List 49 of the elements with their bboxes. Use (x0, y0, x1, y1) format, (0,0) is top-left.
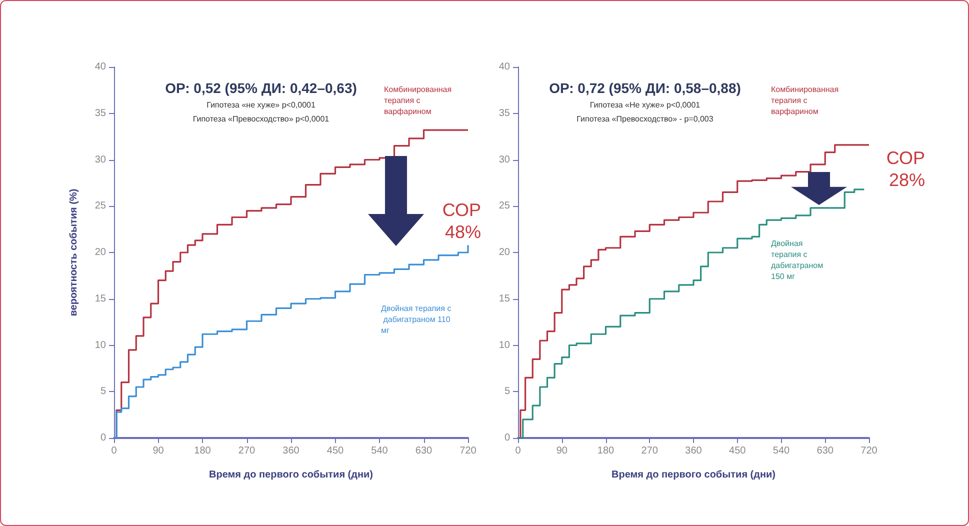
y-tick-label: 15 (498, 293, 510, 304)
x-tick-label: 720 (460, 446, 477, 456)
x-tick-label: 450 (729, 446, 746, 456)
x-tick-label: 90 (152, 446, 164, 456)
x-tick-label: 180 (194, 446, 212, 456)
x-axis-title: Время до первого события (дни) (612, 470, 776, 480)
y-tick-label: 40 (498, 62, 510, 72)
y-tick-label: 0 (100, 432, 106, 444)
x-tick-label: 630 (415, 446, 433, 456)
x-tick-label: 540 (772, 446, 790, 456)
x-tick-label: 540 (371, 446, 388, 456)
y-tick-label: 40 (94, 62, 106, 72)
series-label: Комбинированная терапия с варфарином (384, 85, 454, 116)
x-tick-label: 630 (816, 446, 834, 456)
x-tick-label: 180 (597, 446, 615, 456)
text: Комбинированная терапия с варфарином (771, 85, 841, 116)
x-axis-title: Время до первого события (дни) (209, 470, 373, 480)
annotation: СОР 48% (442, 200, 481, 242)
x-tick-label: 360 (685, 446, 702, 456)
text: ОР: 0,72 (95% ДИ: 0,58–0,88) (549, 80, 741, 96)
text: Двойная терапия с дабигатраном 110 мг (381, 304, 453, 335)
x-tick-label: 720 (860, 446, 878, 456)
text: Гипотеза «не хуже» p<0,0001 Гипотеза «Превосходство» p<0,0001 (192, 100, 330, 124)
text: ОР: 0,52 (95% ДИ: 0,42–0,63) (165, 80, 357, 96)
series-label: Двойная терапия с дабигатраном 150 мг (771, 239, 826, 281)
x-tick-label: 270 (641, 446, 658, 456)
y-tick-label: 30 (94, 154, 106, 166)
text: Гипотеза «Не хуже» p<0,0001 Гипотеза «Превосходство» - p=0,003 (576, 100, 714, 124)
y-tick-label: 0 (504, 432, 510, 444)
x-tick-label: 90 (556, 446, 568, 456)
y-tick-label: 25 (498, 200, 510, 212)
y-tick-label: 5 (100, 386, 106, 398)
x-tick-label: 360 (282, 446, 300, 456)
text: СОР 28% (886, 148, 925, 190)
y-tick-label: 35 (94, 108, 106, 119)
y-tick-label: 20 (498, 247, 510, 258)
x-tick-label: 0 (515, 446, 522, 456)
x-tick-label: 450 (326, 446, 344, 456)
y-tick-label: 10 (498, 340, 510, 351)
y-tick-label: 10 (94, 340, 106, 351)
y-tick-label: 5 (504, 386, 510, 398)
y-tick-label: 30 (498, 154, 510, 166)
y-axis-title: вероятность события (%) (68, 188, 80, 316)
y-tick-label: 25 (94, 200, 106, 212)
y-tick-label: 35 (498, 108, 510, 119)
x-tick-label: 0 (111, 446, 118, 456)
x-tick-label: 270 (238, 446, 256, 456)
y-tick-label: 20 (94, 247, 106, 258)
y-tick-label: 15 (94, 293, 106, 304)
